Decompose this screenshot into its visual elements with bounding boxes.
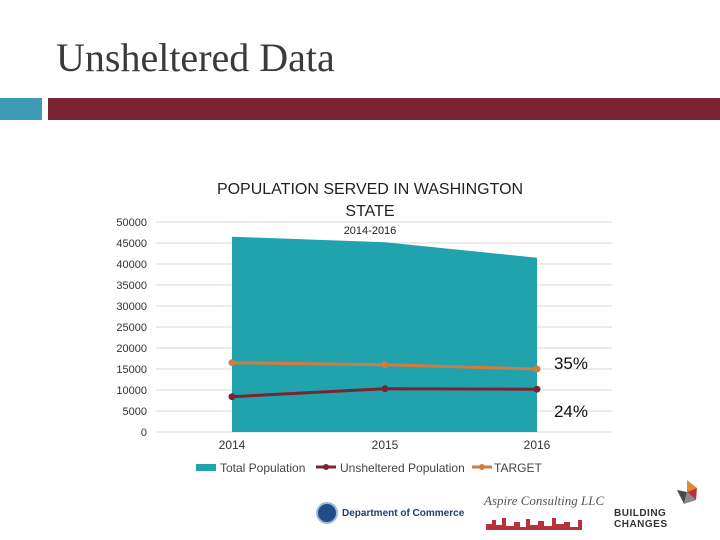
legend-label-total: Total Population (220, 461, 305, 475)
target-point (533, 365, 541, 373)
chart-title-line2: STATE (345, 203, 394, 220)
skyline-icon (486, 518, 582, 530)
unsheltered-point (228, 393, 236, 401)
y-tick-label: 20000 (116, 343, 147, 355)
total-population-area (232, 236, 537, 432)
y-tick-label: 10000 (116, 385, 147, 397)
aspire-logo: Aspire Consulting LLC (484, 492, 604, 532)
slide-title: Unsheltered Data (56, 35, 335, 80)
chart-title-line1: POPULATION SERVED IN WASHINGTON (217, 181, 523, 198)
annotation-24-percent: 24% (554, 402, 588, 421)
unsheltered-markers (228, 385, 541, 401)
building-changes-mark-icon (677, 480, 697, 504)
x-tick-label: 2014 (219, 438, 246, 452)
target-point (228, 359, 236, 367)
y-tick-label: 50000 (116, 217, 147, 229)
y-tick-label: 35000 (116, 280, 147, 292)
x-tick-label: 2016 (524, 438, 551, 452)
unsheltered-point (533, 385, 541, 393)
y-tick-label: 0 (141, 427, 147, 439)
title-rule-accent (0, 98, 42, 120)
commerce-logo-text: Department of Commerce (342, 507, 465, 519)
y-axis-tick-labels: 0 5000 10000 15000 20000 25000 30000 35000 40000… (116, 217, 147, 439)
y-tick-label: 5000 (123, 406, 147, 418)
y-tick-label: 30000 (116, 301, 147, 313)
y-tick-label: 25000 (116, 322, 147, 334)
legend-label-target: TARGET (494, 461, 542, 475)
legend-swatch-total (196, 464, 216, 471)
chart-legend: Total Population Unsheltered Population … (196, 461, 542, 475)
aspire-logo-text: Aspire Consulting LLC (484, 493, 605, 508)
unsheltered-point (381, 385, 389, 393)
y-tick-label: 45000 (116, 238, 147, 250)
annotation-35-percent: 35% (554, 354, 588, 373)
y-tick-label: 15000 (116, 364, 147, 376)
x-axis-tick-labels: 2014 2015 2016 (219, 438, 551, 452)
chart-subtitle: 2014-2016 (344, 225, 397, 237)
commerce-seal-icon (316, 502, 338, 524)
commerce-logo: Department of Commerce (316, 502, 464, 524)
target-point (381, 361, 389, 369)
legend-label-unsheltered: Unsheltered Population (340, 461, 465, 475)
building-changes-text: BUILDING CHANGES (614, 508, 668, 530)
building-changes-logo: BUILDING CHANGES (612, 478, 712, 534)
y-tick-label: 40000 (116, 259, 147, 271)
target-markers (228, 359, 541, 373)
title-rule-bar (48, 98, 720, 120)
x-tick-label: 2015 (372, 438, 399, 452)
